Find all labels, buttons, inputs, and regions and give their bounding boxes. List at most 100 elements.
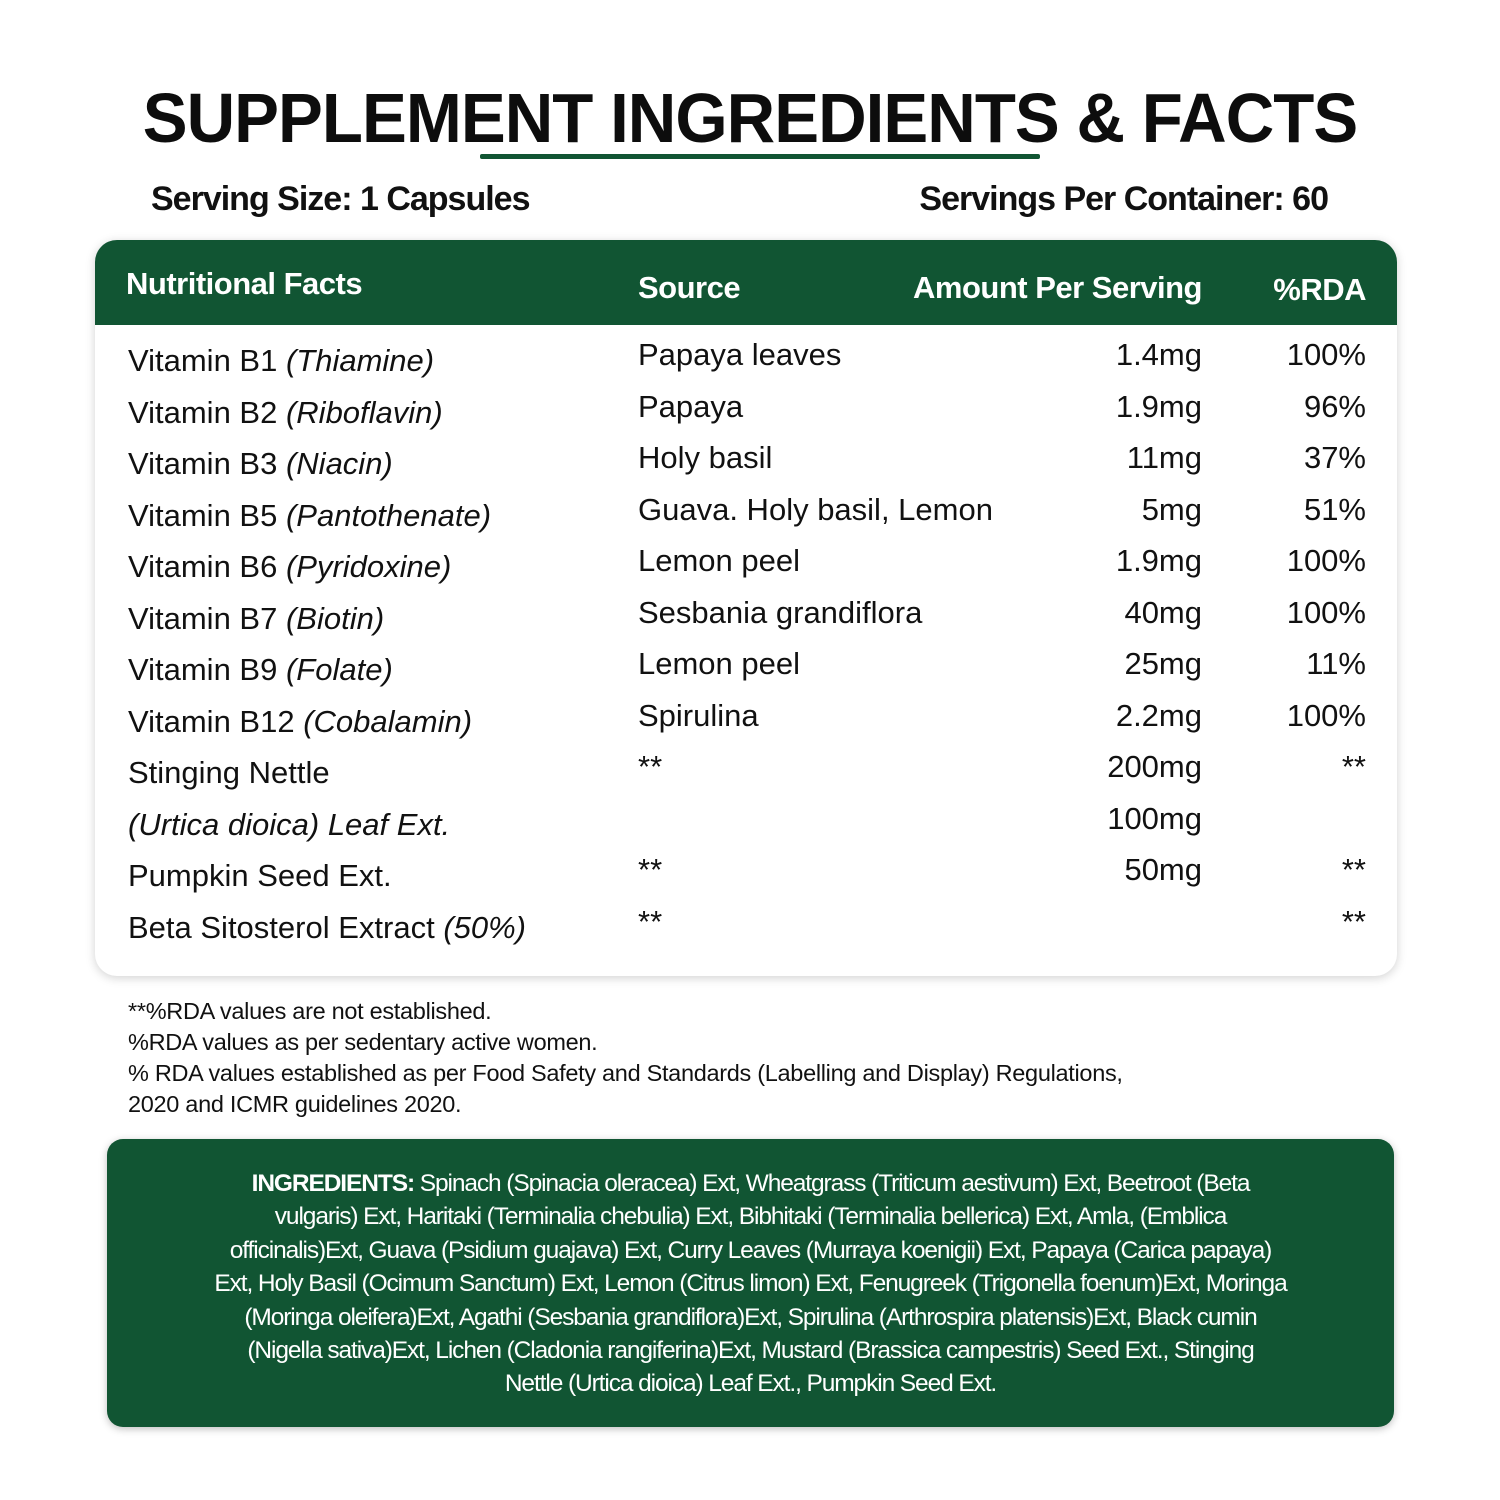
rda-cell: ** (1341, 903, 1366, 939)
source-cell: Guava. Holy basil, Lemon (638, 491, 993, 527)
source-cell: Papaya (638, 388, 744, 424)
rda-cell: 100% (1286, 337, 1366, 372)
amount-cell: 25mg (1124, 646, 1202, 681)
nutrient-label: Vitamin B3 (128, 446, 278, 481)
table-row: Stinging Nettle ** 200mg ** (95, 749, 1397, 806)
nutrient-name: (Urtica dioica) Leaf Ext. (128, 807, 450, 843)
nutrient-label: Vitamin B2 (128, 394, 278, 430)
rda-cell: 11% (1306, 646, 1366, 681)
nutrient-subname: (Urtica dioica) Leaf Ext. (128, 806, 451, 842)
nutrient-name: Vitamin B2 (Riboflavin) (128, 395, 443, 431)
ingredients-label: INGREDIENTS: (251, 1170, 416, 1197)
rda-cell: 51% (1303, 491, 1366, 527)
nutrient-name: Vitamin B1 (Thiamine) (128, 343, 434, 379)
ingredients-line: Ext, Holy Basil (Ocimum Sanctum) Ext, Le… (214, 1270, 1287, 1298)
footnote: 2020 and ICMR guidelines 2020. (128, 1091, 462, 1117)
nutrient-name: Stinging Nettle (128, 755, 330, 791)
rda-cell: 100% (1286, 594, 1366, 630)
header-rda: %RDA (1273, 272, 1366, 307)
nutrient-subname: (Folate) (285, 652, 393, 687)
ingredients-box: INGREDIENTS: Spinach (Spinacia oleracea)… (107, 1139, 1394, 1427)
source-cell: Spirulina (638, 697, 759, 733)
table-row: Vitamin B2 (Riboflavin) Papaya 1.9mg 96% (95, 389, 1397, 446)
rda-cell: 37% (1303, 440, 1366, 475)
amount-cell: 40mg (1124, 594, 1202, 630)
footnotes: **%RDA values are not established. %RDA … (128, 996, 1123, 1120)
nutrient-name: Vitamin B6 (Pyridoxine) (128, 549, 451, 585)
table-row: Vitamin B3 (Niacin) Holy basil 11mg 37% (95, 440, 1397, 497)
nutrient-subname: (Riboflavin) (285, 394, 443, 430)
nutrient-subname: (Cobalamin) (303, 703, 473, 739)
amount-cell: 5mg (1141, 491, 1202, 527)
nutrient-label: Vitamin B9 (128, 652, 278, 687)
table-row: (Urtica dioica) Leaf Ext. 100mg (95, 801, 1397, 858)
amount-cell: 50mg (1124, 852, 1202, 887)
nutrition-table: Nutritional Facts Source Amount Per Serv… (95, 240, 1397, 976)
amount-cell: 2.2mg (1115, 697, 1202, 733)
nutrient-name: Vitamin B7 (Biotin) (128, 601, 384, 637)
title-underline (480, 154, 1040, 159)
table-header: Nutritional Facts Source Amount Per Serv… (95, 240, 1397, 325)
table-row: Vitamin B7 (Biotin) Sesbania grandiflora… (95, 595, 1397, 652)
nutrient-name: Pumpkin Seed Ext. (128, 858, 392, 894)
rda-cell: ** (1341, 852, 1366, 887)
source-cell: Holy basil (638, 440, 773, 475)
amount-cell: 1.9mg (1115, 388, 1202, 424)
nutrient-name: Beta Sitosterol Extract (50%) (128, 910, 526, 946)
amount-cell: 200mg (1107, 749, 1202, 784)
header-amount: Amount Per Serving (913, 270, 1203, 305)
nutrient-subname: (Pantothenate) (285, 497, 492, 533)
source-cell: ** (638, 903, 663, 939)
nutrient-label: Stinging Nettle (128, 755, 330, 790)
nutrient-subname: (Niacin) (285, 446, 393, 481)
servings-per-container: Servings Per Container: 60 (919, 180, 1329, 218)
rda-cell: 100% (1286, 543, 1366, 578)
rda-cell: 96% (1303, 388, 1366, 424)
table-row: Pumpkin Seed Ext. ** 50mg ** (95, 852, 1397, 909)
page-title: SUPPLEMENT INGREDIENTS & FACTS (142, 79, 1358, 157)
amount-cell: 1.4mg (1115, 337, 1202, 372)
ingredients-line: (Nigella sativa)Ext, Lichen (Cladonia ra… (247, 1337, 1254, 1365)
source-cell: ** (638, 749, 663, 784)
footnote: **%RDA values are not established. (128, 998, 492, 1024)
source-cell: Sesbania grandiflora (638, 594, 923, 630)
nutrient-subname: (50%) (443, 909, 527, 945)
footnote: % RDA values established as per Food Saf… (128, 1060, 1123, 1086)
nutrient-label: Pumpkin Seed Ext. (128, 858, 392, 893)
nutrient-label: Vitamin B12 (128, 703, 295, 739)
nutrient-label: Vitamin B7 (128, 600, 278, 636)
nutrient-subname: (Pyridoxine) (285, 549, 452, 584)
amount-cell: 100mg (1107, 800, 1202, 836)
table-row: Vitamin B1 (Thiamine) Papaya leaves 1.4m… (95, 337, 1397, 394)
footnote: %RDA values as per sedentary active wome… (128, 1029, 598, 1055)
nutrient-name: Vitamin B9 (Folate) (128, 652, 393, 688)
nutrient-label: Vitamin B1 (128, 343, 278, 378)
nutrient-label: Vitamin B5 (128, 497, 278, 533)
source-cell: Papaya leaves (638, 337, 842, 372)
nutrient-name: Vitamin B3 (Niacin) (128, 446, 393, 482)
table-row: Beta Sitosterol Extract (50%) ** ** (95, 904, 1397, 961)
table-row: Vitamin B6 (Pyridoxine) Lemon peel 1.9mg… (95, 543, 1397, 600)
header-nutritional-facts: Nutritional Facts (126, 266, 363, 301)
rda-cell: 100% (1286, 697, 1366, 733)
table-row: Vitamin B12 (Cobalamin) Spirulina 2.2mg … (95, 698, 1397, 755)
nutrient-name: Vitamin B5 (Pantothenate) (128, 498, 491, 534)
ingredients-line: Spinach (Spinacia oleracea) Ext, Wheatgr… (414, 1170, 1251, 1197)
nutrient-label: Vitamin B6 (128, 549, 278, 584)
nutrient-name: Vitamin B12 (Cobalamin) (128, 704, 472, 740)
source-cell: ** (638, 852, 663, 887)
source-cell: Lemon peel (638, 543, 801, 578)
source-cell: Lemon peel (638, 646, 801, 681)
table-row: Vitamin B5 (Pantothenate) Guava. Holy ba… (95, 492, 1397, 549)
rda-cell: ** (1341, 749, 1366, 784)
amount-cell: 11mg (1126, 440, 1202, 475)
ingredients-line: Nettle (Urtica dioica) Leaf Ext., Pumpki… (504, 1370, 997, 1398)
nutrient-subname: (Thiamine) (285, 343, 435, 378)
ingredients-line: (Moringa oleifera)Ext, Agathi (Sesbania … (244, 1303, 1257, 1331)
table-row: Vitamin B9 (Folate) Lemon peel 25mg 11% (95, 646, 1397, 703)
amount-cell: 1.9mg (1115, 543, 1202, 578)
ingredients-line: officinalis)Ext, Guava (Psidium guajava)… (229, 1236, 1273, 1264)
header-source: Source (638, 270, 741, 305)
nutrient-subname: (Biotin) (285, 600, 385, 636)
ingredients-line: vulgaris) Ext, Haritaki (Terminalia cheb… (274, 1203, 1228, 1231)
